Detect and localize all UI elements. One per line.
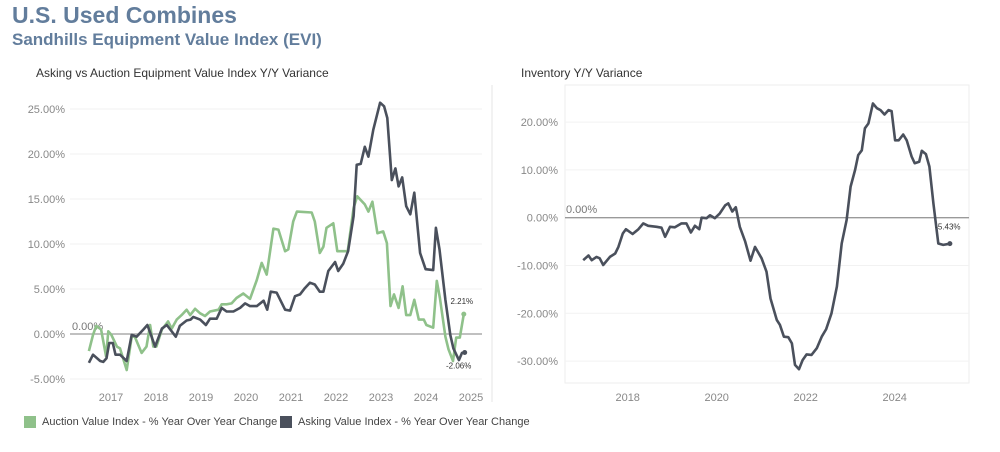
legend-label-auction: Auction Value Index - % Year Over Year C…: [42, 416, 278, 428]
right-y-tick-label: 0.00%: [527, 213, 558, 225]
left-series-end-point: [462, 350, 468, 356]
left-x-tick-label: 2017: [99, 392, 123, 404]
legend-label-asking: Asking Value Index - % Year Over Year Ch…: [298, 416, 530, 428]
left-series-end-point: [461, 311, 467, 317]
right-x-tick-label: 2024: [882, 392, 906, 404]
left-x-tick-label: 2023: [369, 392, 393, 404]
left-series-line-b: [87, 101, 465, 364]
right-plot-frame: [564, 84, 970, 384]
legend-swatch-auction: [24, 416, 36, 428]
left-series-end-label: 2.21%: [450, 297, 473, 306]
left-chart-title: Asking vs Auction Equipment Value Index …: [36, 66, 329, 80]
left-y-tick-label: -5.00%: [30, 374, 65, 386]
right-y-tick-label: 10.00%: [521, 165, 559, 177]
right-reference-label: 0.00%: [566, 204, 597, 216]
left-x-tick-label: 2019: [189, 392, 213, 404]
page-subtitle: Sandhills Equipment Value Index (EVI): [12, 30, 322, 49]
left-series-line-a: [87, 195, 466, 372]
left-x-tick-label: 2021: [279, 392, 303, 404]
left-y-tick-label: 15.00%: [28, 194, 66, 206]
left-y-tick-label: 5.00%: [34, 284, 65, 296]
left-y-tick-label: 10.00%: [28, 239, 66, 251]
right-x-tick-label: 2018: [615, 392, 639, 404]
right-y-tick-label: 20.00%: [521, 117, 559, 129]
right-chart-title: Inventory Y/Y Variance: [521, 66, 643, 80]
left-x-tick-label: 2022: [324, 392, 348, 404]
right-y-tick-label: -20.00%: [517, 308, 558, 320]
left-x-tick-label: 2024: [414, 392, 438, 404]
left-x-tick-label: 2018: [144, 392, 168, 404]
right-series-end-label: -5.43%: [935, 223, 960, 232]
left-x-tick-label: 2025: [459, 392, 483, 404]
left-y-tick-label: 20.00%: [28, 149, 66, 161]
legend-swatch-asking: [280, 416, 292, 428]
left-y-tick-label: 25.00%: [28, 104, 66, 116]
legend-item-asking: Asking Value Index - % Year Over Year Ch…: [280, 416, 530, 428]
right-y-tick-label: -10.00%: [517, 261, 558, 273]
right-y-tick-label: -30.00%: [517, 356, 558, 368]
left-x-tick-label: 2020: [234, 392, 258, 404]
right-x-tick-label: 2022: [793, 392, 817, 404]
right-series-end-point: [947, 241, 953, 247]
right-x-tick-label: 2020: [704, 392, 728, 404]
left-series-end-label: -2.06%: [446, 362, 471, 371]
left-y-tick-label: 0.00%: [34, 329, 65, 341]
legend-item-auction: Auction Value Index - % Year Over Year C…: [24, 416, 277, 428]
right-series-line-a: [582, 102, 951, 371]
page-title: U.S. Used Combines: [12, 2, 237, 28]
